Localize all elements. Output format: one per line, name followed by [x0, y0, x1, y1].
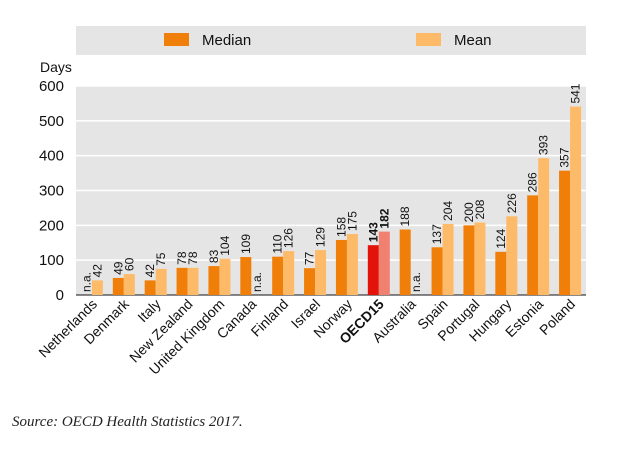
bar-value-label: n.a. [79, 272, 93, 292]
y-tick-label: 0 [56, 287, 64, 304]
bar-value-label: n.a. [250, 272, 264, 292]
bar-mean [538, 158, 550, 295]
legend-swatch-mean [416, 33, 441, 46]
bar-value-label: 78 [175, 251, 189, 265]
bar-value-label: 42 [90, 264, 104, 278]
bar-value-label: 541 [569, 83, 583, 103]
bar-value-label: 60 [122, 257, 136, 271]
bar-mean [474, 222, 486, 295]
y-tick-label: 400 [39, 148, 64, 165]
y-tick-label: 600 [39, 78, 64, 95]
bar-value-label: n.a. [409, 272, 423, 292]
bar-mean [570, 106, 582, 295]
legend-label-mean: Mean [454, 32, 492, 49]
bar-value-label: 393 [537, 135, 551, 155]
bar-mean [123, 274, 135, 295]
bar-value-label: 357 [558, 147, 572, 167]
bars [91, 106, 582, 295]
bar-mean [283, 251, 295, 295]
bar-mean [506, 216, 518, 295]
bar-value-label: 109 [239, 234, 253, 254]
bar-value-label: 137 [430, 224, 444, 244]
legend-swatch-median [164, 33, 189, 46]
bar-mean [91, 280, 103, 295]
bar-value-label: 77 [303, 252, 317, 266]
bar-value-label: 200 [462, 202, 476, 222]
bar-mean [315, 250, 327, 295]
bar-value-label: 78 [186, 251, 200, 265]
bar-median [208, 266, 220, 295]
bar-value-label: 42 [143, 264, 157, 278]
bar-value-label: 286 [526, 172, 540, 192]
bar-median [527, 195, 539, 295]
bar-value-label: 83 [207, 249, 221, 263]
bar-value-label: 143 [366, 222, 380, 242]
bar-median [304, 268, 316, 295]
bar-value-label: 158 [334, 217, 348, 237]
bar-mean [187, 267, 199, 295]
legend-background [76, 26, 586, 55]
bar-mean [219, 258, 231, 295]
bar-median [112, 277, 124, 295]
y-axis-label: Days [40, 59, 72, 75]
bar-value-label: 226 [505, 193, 519, 213]
bar-value-label: 124 [494, 228, 508, 248]
bar-median [367, 245, 379, 295]
bar-median [463, 225, 475, 295]
bar-median [144, 280, 156, 295]
bar-mean [442, 223, 454, 295]
bar-median [335, 239, 347, 295]
y-tick-label: 100 [39, 252, 64, 269]
y-tick-label: 200 [39, 217, 64, 234]
bar-value-label: 104 [218, 235, 232, 255]
bar-median [559, 170, 571, 295]
bar-median [399, 229, 411, 295]
legend-label-median: Median [202, 32, 251, 49]
bar-value-label: 49 [111, 261, 125, 275]
bar-value-label: 175 [345, 211, 359, 231]
bar-median [495, 251, 507, 295]
bar-mean [346, 234, 358, 295]
bar-value-label: 204 [441, 201, 455, 221]
y-axis-ticks: 0 100 200 300 400 500 600 [39, 78, 64, 304]
bar-mean [378, 231, 390, 295]
legend: Median Mean [164, 32, 492, 49]
bar-median [176, 267, 188, 295]
bar-value-label: 126 [282, 228, 296, 248]
x-tick-label: Poland [536, 296, 578, 338]
y-tick-label: 300 [39, 183, 64, 200]
bar-value-label: 182 [377, 208, 391, 228]
bar-value-label: 188 [398, 206, 412, 226]
bar-median [272, 256, 284, 295]
bar-median [431, 247, 443, 295]
bar-value-label: 208 [473, 199, 487, 219]
y-tick-label: 500 [39, 113, 64, 130]
bar-median [240, 257, 252, 295]
bar-mean [155, 268, 167, 295]
bar-value-label: 129 [314, 227, 328, 247]
source-note: Source: OECD Health Statistics 2017. [12, 414, 243, 430]
bar-value-label: 110 [271, 234, 285, 253]
bar-value-label: 75 [154, 252, 168, 266]
